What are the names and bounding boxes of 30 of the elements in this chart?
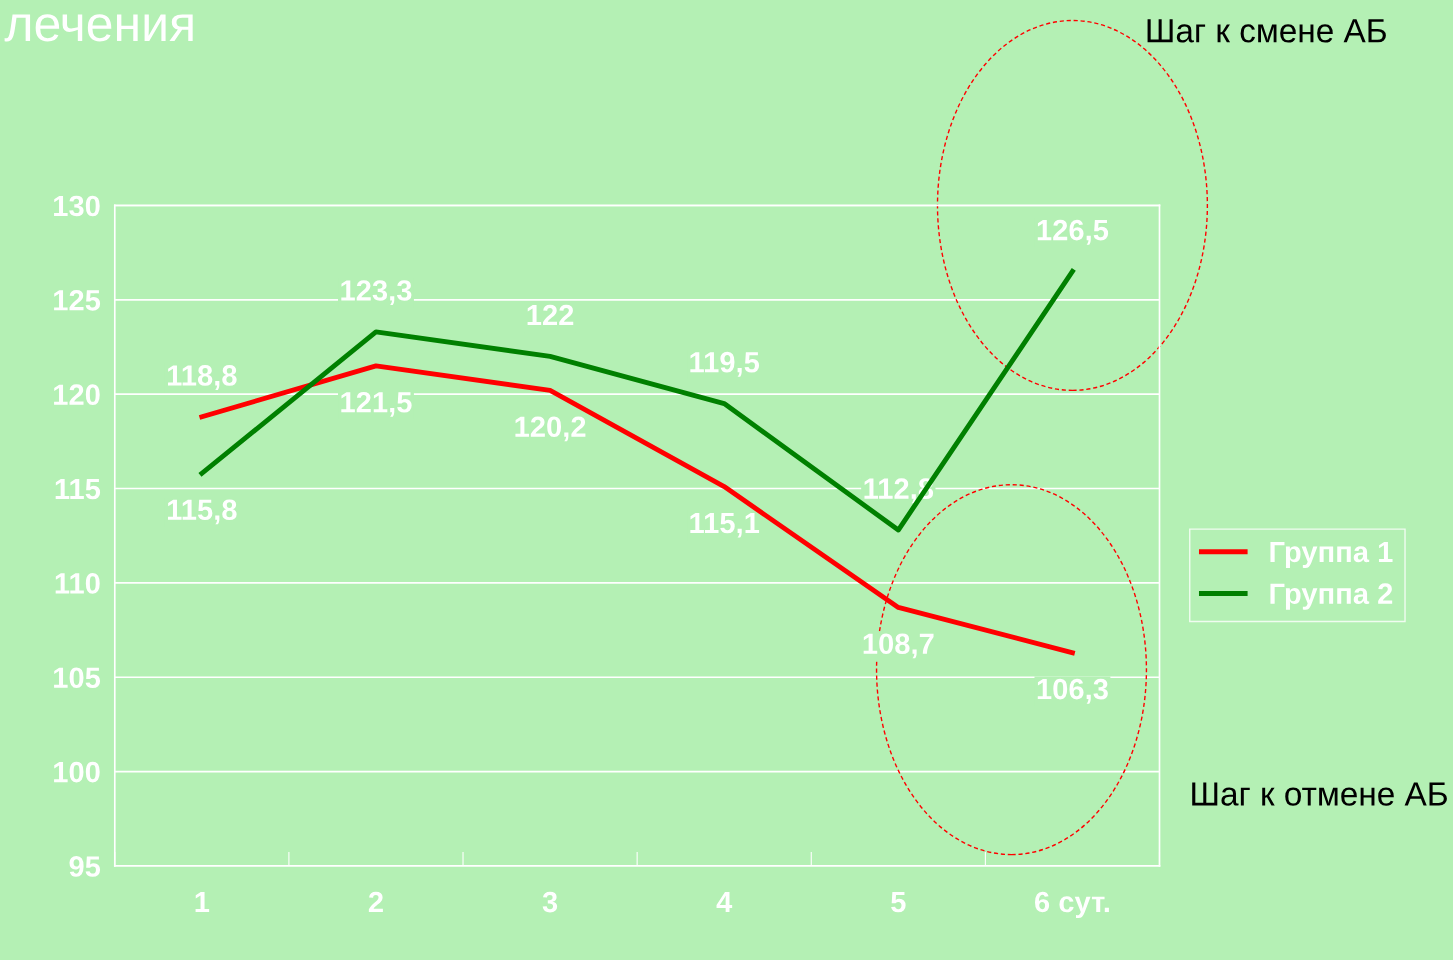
data-label: 106,3 (1037, 678, 1108, 704)
x-tick-label: 3 (542, 891, 558, 913)
y-tick-label: 130 (54, 195, 100, 217)
text: Шаг к смене АБ (1147, 19, 1386, 43)
y-tick-label: 125 (54, 290, 101, 311)
x-tick-label: 2 (368, 891, 383, 913)
legend-label: Группа 2 (1270, 583, 1393, 610)
data-label: 120,2 (515, 416, 586, 442)
legend-label: Группа 1 (1270, 541, 1393, 569)
x-tick-label: 1 (195, 891, 210, 913)
y-tick-label: 100 (54, 761, 100, 783)
data-label: 115,8 (167, 499, 237, 525)
y-tick-label: 95 (69, 856, 101, 877)
x-tick-label: 6 сут. (1035, 891, 1109, 919)
y-tick-label: 115 (55, 479, 101, 500)
data-label: 108,7 (863, 633, 934, 659)
chart-title: лечения (4, 14, 193, 42)
text: Шаг к отмене АБ (1192, 782, 1447, 806)
y-tick-label: 110 (55, 573, 100, 594)
y-tick-label: 120 (54, 384, 100, 405)
data-label: 121,5 (341, 391, 412, 417)
data-label: 123,3 (341, 280, 412, 306)
data-label: 119,5 (690, 351, 760, 377)
x-tick-label: 4 (716, 891, 733, 913)
y-tick-label: 105 (54, 667, 101, 689)
data-label: 118,8 (167, 365, 237, 390)
data-label: 126,5 (1037, 219, 1109, 245)
data-label: 115,1 (690, 512, 760, 538)
data-label: 122 (527, 304, 574, 326)
x-tick-label: 5 (891, 891, 906, 913)
